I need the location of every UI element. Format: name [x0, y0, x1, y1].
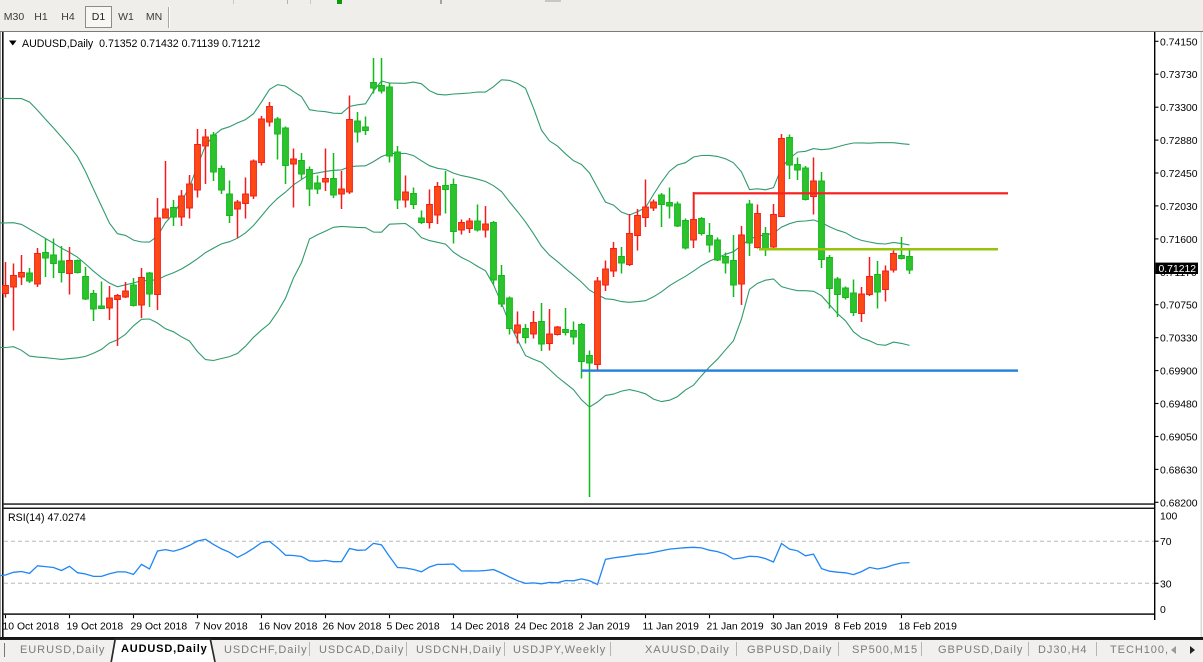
svg-text:100: 100 — [1160, 511, 1178, 522]
svg-text:70: 70 — [1160, 537, 1172, 548]
svg-text:0.70750: 0.70750 — [1160, 301, 1198, 312]
svg-text:14 Dec 2018: 14 Dec 2018 — [451, 622, 510, 633]
svg-text:19 Oct 2018: 19 Oct 2018 — [67, 622, 124, 633]
svg-text:30 Jan 2019: 30 Jan 2019 — [771, 622, 828, 633]
svg-text:0.71212: 0.71212 — [1159, 264, 1197, 275]
svg-text:0.68630: 0.68630 — [1160, 465, 1198, 476]
svg-text:8 Feb 2019: 8 Feb 2019 — [835, 622, 888, 633]
svg-text:10 Oct 2018: 10 Oct 2018 — [3, 622, 60, 633]
svg-text:0.73730: 0.73730 — [1160, 70, 1198, 81]
svg-text:0.71600: 0.71600 — [1160, 235, 1198, 246]
svg-text:0.69480: 0.69480 — [1160, 400, 1198, 411]
svg-text:0.72450: 0.72450 — [1160, 169, 1198, 180]
svg-text:0.74150: 0.74150 — [1160, 37, 1198, 48]
svg-text:7 Nov 2018: 7 Nov 2018 — [195, 622, 248, 633]
svg-text:30: 30 — [1160, 579, 1172, 590]
svg-text:0.69900: 0.69900 — [1160, 367, 1198, 378]
svg-text:16 Nov 2018: 16 Nov 2018 — [259, 622, 318, 633]
svg-text:18 Feb 2019: 18 Feb 2019 — [899, 622, 958, 633]
svg-text:5 Dec 2018: 5 Dec 2018 — [387, 622, 440, 633]
svg-text:2 Jan 2019: 2 Jan 2019 — [579, 622, 631, 633]
svg-text:29 Oct 2018: 29 Oct 2018 — [131, 622, 188, 633]
svg-text:11 Jan 2019: 11 Jan 2019 — [643, 622, 700, 633]
svg-text:0.72880: 0.72880 — [1160, 136, 1198, 147]
svg-text:0.70330: 0.70330 — [1160, 334, 1198, 345]
svg-text:AUDUSD,Daily 0.71352 0.71432: AUDUSD,Daily 0.71352 0.71432 0.71139 0.7… — [22, 38, 260, 50]
svg-text:21 Jan 2019: 21 Jan 2019 — [707, 622, 764, 633]
svg-text:RSI(14) 47.0274: RSI(14) 47.0274 — [8, 512, 86, 524]
svg-text:26 Nov 2018: 26 Nov 2018 — [323, 622, 382, 633]
svg-text:0.73300: 0.73300 — [1160, 103, 1198, 114]
svg-text:0.68200: 0.68200 — [1160, 498, 1198, 509]
svg-text:0: 0 — [1160, 605, 1166, 616]
svg-text:24 Dec 2018: 24 Dec 2018 — [515, 622, 574, 633]
svg-text:0.69050: 0.69050 — [1160, 433, 1198, 444]
svg-text:0.72030: 0.72030 — [1160, 202, 1198, 213]
